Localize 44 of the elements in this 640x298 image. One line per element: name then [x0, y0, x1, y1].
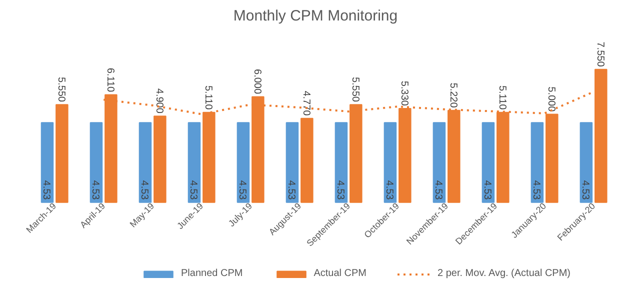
- data-label: 4.53: [90, 180, 101, 200]
- data-label: 5.110: [202, 85, 214, 110]
- legend-label: 2 per. Mov. Avg. (Actual CPM): [438, 268, 571, 279]
- chart-title: Monthly CPM Monitoring: [233, 8, 398, 24]
- data-label: 5.000: [545, 86, 556, 112]
- bar: [300, 118, 314, 203]
- bar: [90, 122, 103, 203]
- bar: [594, 68, 608, 203]
- bar: [334, 122, 348, 203]
- data-label: 4.53: [188, 180, 199, 200]
- bar: [236, 122, 250, 203]
- data-label: 4.53: [334, 180, 346, 200]
- data-label: 4.53: [40, 180, 52, 200]
- legend-label: Planned CPM: [181, 268, 243, 279]
- bar: [432, 122, 446, 203]
- legend-label: Actual CPM: [314, 268, 366, 279]
- data-label: 5.550: [349, 76, 360, 102]
- data-label: 5.330: [398, 80, 410, 106]
- data-label: 4.53: [236, 180, 248, 200]
- data-label: 4.53: [530, 180, 542, 200]
- data-label: 5.550: [55, 76, 66, 102]
- data-label: 5.220: [447, 82, 458, 108]
- data-label: 4.900: [153, 88, 164, 114]
- data-label: 4.53: [138, 180, 150, 200]
- bar: [138, 122, 152, 203]
- bar: [56, 104, 68, 203]
- data-label: 4.53: [432, 180, 444, 200]
- bar: [154, 116, 166, 203]
- bar: [286, 122, 299, 203]
- data-label: 4.770: [300, 90, 312, 116]
- bar: [384, 122, 397, 203]
- bar: [580, 122, 593, 203]
- data-label: 5.110: [496, 85, 508, 110]
- data-label: 4.53: [580, 180, 591, 200]
- bar: [482, 122, 495, 203]
- data-label: 4.53: [286, 180, 297, 200]
- data-label: 6.110: [104, 68, 116, 93]
- bar: [530, 122, 544, 203]
- bar: [40, 122, 54, 203]
- data-label: 4.53: [482, 180, 493, 200]
- data-label: 6.000: [251, 69, 262, 94]
- data-label: 7.550: [594, 42, 606, 68]
- data-label: 4.53: [384, 180, 395, 200]
- bar: [188, 122, 201, 203]
